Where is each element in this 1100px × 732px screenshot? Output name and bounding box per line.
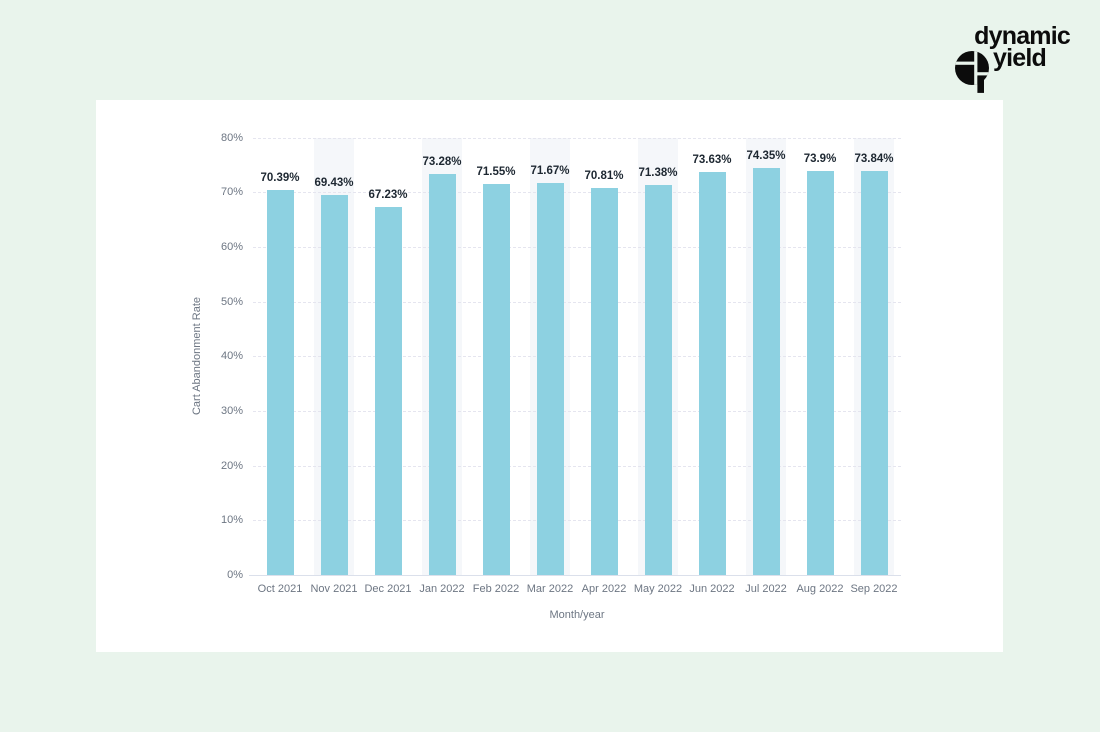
bar-jan-2022 [428, 174, 456, 575]
x-tick-label: Sep 2022 [850, 583, 898, 595]
y-tick-label: 10% [220, 514, 243, 527]
bar-value-label: 71.55% [476, 165, 516, 178]
bar-value-label: 67.23% [368, 189, 408, 202]
x-axis-title: Month/year [549, 609, 605, 621]
bar-apr-2022 [590, 187, 618, 575]
bar-feb-2022 [482, 183, 510, 575]
x-tick-label: Jul 2022 [745, 583, 787, 595]
chart-card: Cart Abandonment Rate Month/year 0% 10% 20… [96, 100, 1003, 652]
y-tick-label: 60% [220, 240, 243, 253]
x-axis-line [249, 575, 901, 576]
brand-word-dynamic: dynamic [974, 22, 1071, 50]
brand-logo: dynamic yield [954, 22, 1071, 95]
gridline [253, 520, 901, 522]
y-tick-label: 20% [220, 459, 243, 472]
bar-value-label: 70.39% [260, 172, 300, 185]
bar-sep-2022 [860, 171, 888, 575]
gridline [253, 137, 901, 139]
x-tick-label: Oct 2021 [257, 583, 303, 595]
x-tick-label: Mar 2022 [526, 583, 574, 595]
bar-may-2022 [644, 184, 672, 575]
bar-nov-2021 [320, 195, 348, 575]
bar-dec-2021 [374, 207, 402, 575]
bar-value-label: 69.43% [314, 177, 354, 190]
y-tick-label: 50% [220, 295, 243, 308]
gridline [253, 356, 901, 358]
x-tick-label: Jan 2022 [419, 583, 465, 595]
bar-value-label: 73.63% [692, 154, 732, 167]
y-tick-label: 80% [220, 131, 243, 144]
x-tick-label: May 2022 [633, 583, 683, 595]
bar-mar-2022 [536, 183, 564, 575]
x-tick-label: Apr 2022 [581, 583, 627, 595]
bar-jul-2022 [752, 168, 780, 575]
x-tick-label: Nov 2021 [310, 583, 358, 595]
dynamic-yield-logo-icon [955, 51, 989, 93]
bar-oct-2021 [266, 190, 294, 575]
bar-aug-2022 [806, 170, 834, 575]
gridline [253, 192, 901, 194]
bar-jun-2022 [698, 172, 726, 575]
bar-value-label: 73.84% [854, 153, 894, 166]
gridline [253, 246, 901, 248]
gridline [253, 301, 901, 303]
bar-value-label: 73.28% [422, 156, 462, 169]
x-tick-label: Aug 2022 [796, 583, 844, 595]
bar-value-label: 70.81% [584, 169, 624, 182]
bar-value-label: 74.35% [746, 150, 786, 163]
bar-value-label: 71.67% [530, 165, 570, 178]
bar-value-label: 73.9% [803, 152, 837, 165]
x-tick-label: Feb 2022 [472, 583, 520, 595]
gridline [253, 410, 901, 412]
brand-word-yield: yield [993, 44, 1047, 72]
y-tick-label: 0% [227, 569, 243, 581]
brand-logo-row: yield [954, 46, 1070, 95]
bar-value-label: 71.38% [638, 166, 678, 179]
cart-abandonment-bar-chart: Cart Abandonment Rate Month/year 0% 10% 20… [96, 100, 1003, 652]
y-tick-label: 40% [220, 350, 243, 363]
x-tick-label: Jun 2022 [689, 583, 735, 595]
gridline [253, 465, 901, 467]
y-tick-label: 70% [220, 186, 243, 199]
y-tick-label: 30% [220, 404, 243, 417]
x-tick-label: Dec 2021 [364, 583, 412, 595]
